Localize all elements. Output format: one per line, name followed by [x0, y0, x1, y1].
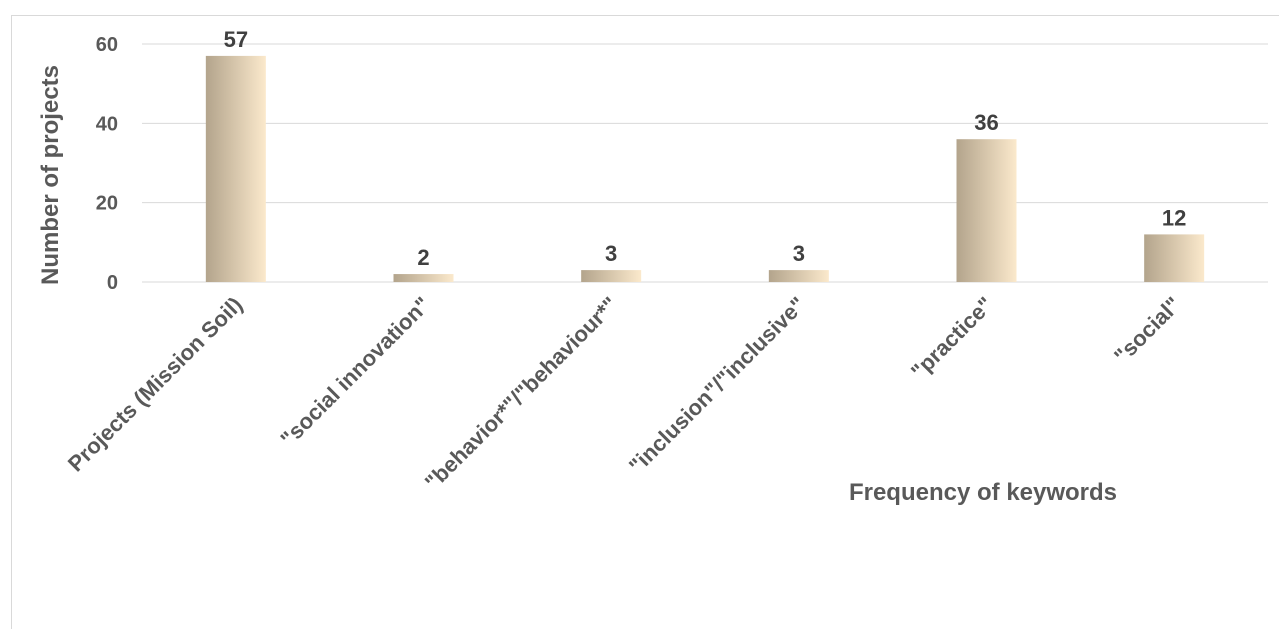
x-category-label: "practice": [906, 292, 998, 384]
x-axis-categories: Projects (Mission Soil) "social innovatio…: [63, 292, 1186, 495]
x-category-label: "behavior*"/"behaviour*": [420, 292, 623, 495]
data-label: 12: [1162, 205, 1186, 230]
bar: [956, 139, 1017, 282]
y-tick-label: 40: [96, 113, 118, 135]
y-tick-label: 0: [107, 272, 118, 294]
x-category-label: "social innovation": [276, 292, 435, 451]
bar: [768, 270, 829, 282]
bar: [581, 270, 642, 282]
bar: [205, 55, 266, 283]
bars: [205, 55, 1205, 283]
x-axis-title: Frequency of keywords: [849, 479, 1117, 506]
x-category-label: "social": [1109, 292, 1186, 369]
data-label: 3: [793, 241, 805, 266]
bar: [1144, 234, 1205, 282]
data-label: 2: [417, 245, 429, 270]
data-label: 36: [974, 110, 998, 135]
y-axis-title: Number of projects: [37, 65, 64, 285]
data-labels: 57 2 3 3 36 12: [224, 27, 1187, 270]
x-category-label: Projects (Mission Soil): [63, 292, 248, 477]
data-label: 3: [605, 241, 617, 266]
y-axis-ticks: 0 20 40 60: [96, 34, 118, 294]
data-label: 57: [224, 27, 248, 52]
chart-frame: [11, 15, 1279, 629]
y-tick-label: 20: [96, 193, 118, 215]
gridlines: [142, 43, 1268, 283]
bar: [393, 274, 454, 282]
x-category-label: "inclusion"/"inclusive": [624, 292, 810, 478]
y-tick-label: 60: [96, 34, 118, 56]
